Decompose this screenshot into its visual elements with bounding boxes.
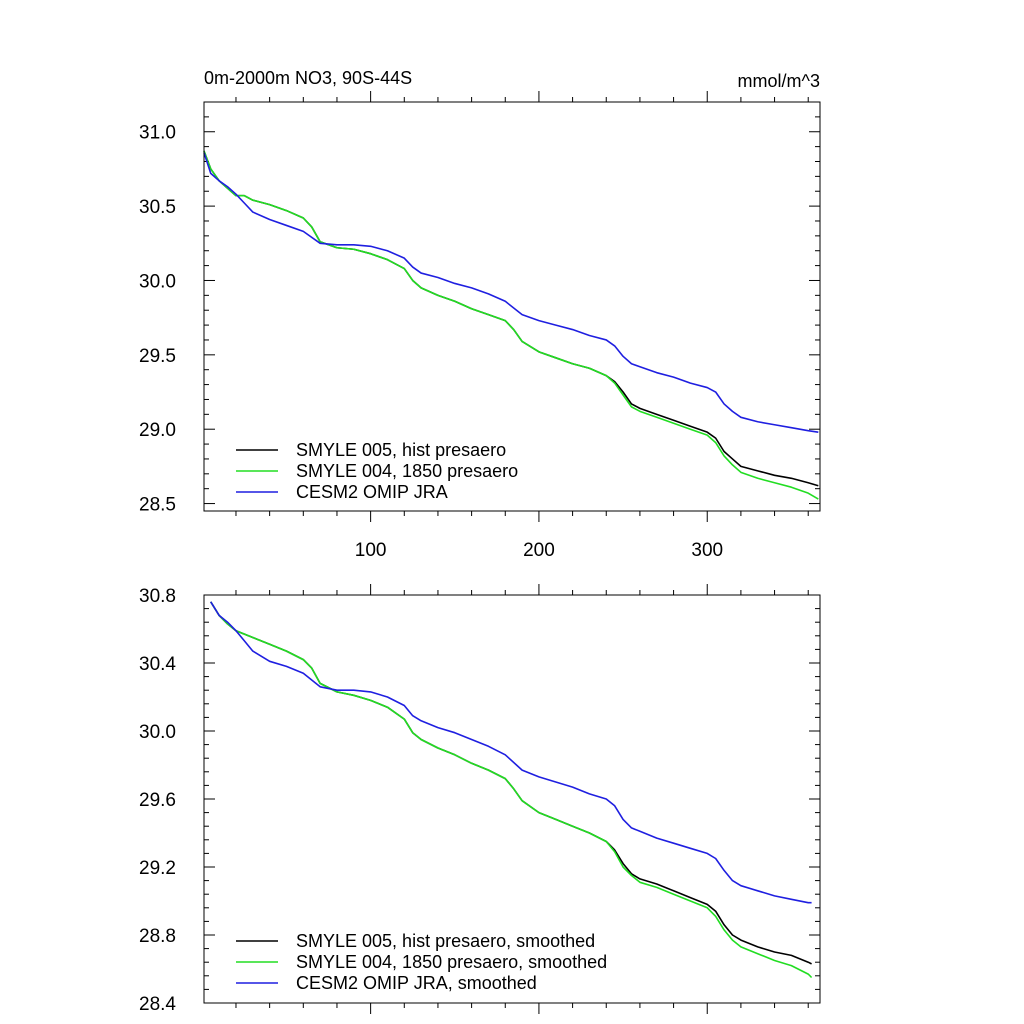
y-tick-label: 29.6 (139, 790, 176, 811)
y-tick-label: 30.0 (139, 722, 176, 743)
y-tick-label: 30.0 (139, 271, 176, 292)
y-tick-label: 29.0 (139, 420, 176, 441)
y-tick-label: 30.8 (139, 586, 176, 607)
legend-label-1: SMYLE 005, hist presaero (296, 440, 506, 460)
legend-label-2: SMYLE 004, 1850 presaero, smoothed (296, 952, 607, 972)
top-panel-ticks (204, 91, 820, 522)
top-panel-series (203, 150, 819, 500)
top-panel-frame (203, 101, 821, 512)
y-tick-label: 29.5 (139, 346, 176, 367)
series-line-2 (203, 150, 819, 500)
bottom-panel-ticks (204, 584, 820, 1014)
series-line-3 (203, 152, 819, 433)
top-panel-units: mmol/m^3 (738, 71, 820, 91)
x-tick-label: 300 (691, 540, 723, 561)
top-panel-title: 0m-2000m NO3, 90S-44S (204, 68, 412, 88)
bottom-panel-tick-labels: 28.4 28.8 29.2 29.6 30.0 30.4 30.8 (139, 586, 176, 1015)
bottom-panel-frame (203, 594, 821, 1004)
x-tick-label: 100 (355, 540, 387, 561)
top-panel-tick-labels: 28.5 29.0 29.5 30.0 30.5 31.0 100 200 300 (139, 123, 723, 561)
x-tick-label: 200 (523, 540, 555, 561)
top-panel: 0m-2000m NO3, 90S-44S mmol/m^3 28.529.02… (139, 68, 821, 561)
legend-label-1: SMYLE 005, hist presaero, smoothed (296, 931, 595, 951)
y-tick-label: 31.0 (139, 123, 176, 144)
y-tick-label: 30.5 (139, 197, 176, 218)
y-tick-label: 30.4 (139, 654, 176, 675)
legend-label-3: CESM2 OMIP JRA, smoothed (296, 973, 537, 993)
bottom-panel-legend: SMYLE 005, hist presaero, smoothedSMYLE … (236, 931, 607, 993)
y-tick-label: 28.4 (139, 994, 176, 1015)
series-line-2 (210, 601, 813, 979)
bottom-panel: 28.4 28.8 29.2 29.6 30.0 30.4 30.8 SMYLE 005, … (139, 584, 821, 1015)
bottom-panel-series (210, 601, 813, 979)
y-tick-label: 28.8 (139, 926, 176, 947)
legend-label-2: SMYLE 004, 1850 presaero (296, 461, 518, 481)
series-line-1 (203, 150, 819, 487)
series-line-1 (210, 601, 812, 965)
y-tick-label: 29.2 (139, 858, 176, 879)
series-line-3 (210, 601, 812, 904)
legend-label-3: CESM2 OMIP JRA (296, 482, 448, 502)
y-tick-label: 28.5 (139, 495, 176, 516)
